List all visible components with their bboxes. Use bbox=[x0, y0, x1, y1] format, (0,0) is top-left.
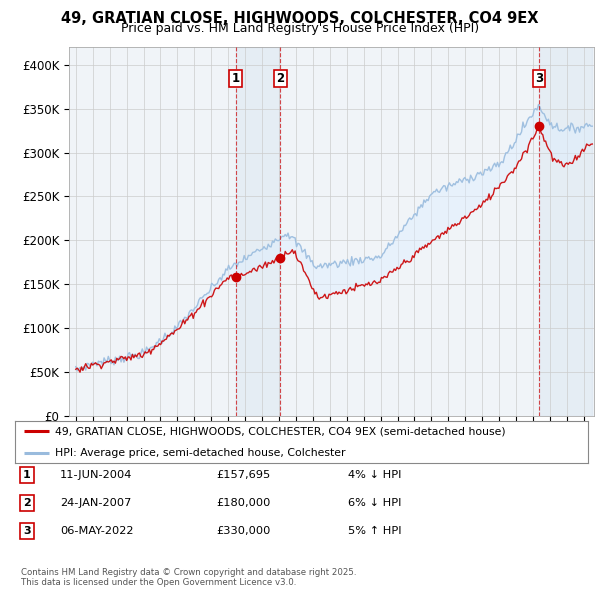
Text: 4% ↓ HPI: 4% ↓ HPI bbox=[348, 470, 401, 480]
Text: 6% ↓ HPI: 6% ↓ HPI bbox=[348, 498, 401, 507]
Text: 06-MAY-2022: 06-MAY-2022 bbox=[60, 526, 133, 536]
Text: 24-JAN-2007: 24-JAN-2007 bbox=[60, 498, 131, 507]
Text: £180,000: £180,000 bbox=[216, 498, 271, 507]
Text: 3: 3 bbox=[23, 526, 31, 536]
Text: 1: 1 bbox=[232, 72, 240, 85]
Text: 49, GRATIAN CLOSE, HIGHWOODS, COLCHESTER, CO4 9EX (semi-detached house): 49, GRATIAN CLOSE, HIGHWOODS, COLCHESTER… bbox=[55, 427, 506, 436]
Bar bbox=[539, 47, 592, 416]
Text: Contains HM Land Registry data © Crown copyright and database right 2025.
This d: Contains HM Land Registry data © Crown c… bbox=[21, 568, 356, 587]
Text: HPI: Average price, semi-detached house, Colchester: HPI: Average price, semi-detached house,… bbox=[55, 448, 346, 457]
Text: £157,695: £157,695 bbox=[216, 470, 270, 480]
Text: 1: 1 bbox=[23, 470, 31, 480]
Text: £330,000: £330,000 bbox=[216, 526, 271, 536]
Text: 2: 2 bbox=[23, 498, 31, 507]
Text: 11-JUN-2004: 11-JUN-2004 bbox=[60, 470, 133, 480]
Text: Price paid vs. HM Land Registry's House Price Index (HPI): Price paid vs. HM Land Registry's House … bbox=[121, 22, 479, 35]
Text: 49, GRATIAN CLOSE, HIGHWOODS, COLCHESTER, CO4 9EX: 49, GRATIAN CLOSE, HIGHWOODS, COLCHESTER… bbox=[61, 11, 539, 25]
Text: 5% ↑ HPI: 5% ↑ HPI bbox=[348, 526, 401, 536]
Bar bbox=[236, 47, 280, 416]
Text: 3: 3 bbox=[535, 72, 543, 85]
Text: 2: 2 bbox=[276, 72, 284, 85]
